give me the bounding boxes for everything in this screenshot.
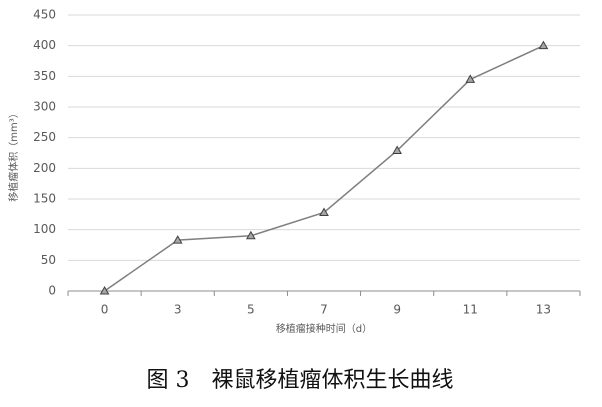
x-tick-label: 13 — [536, 303, 551, 317]
marker — [538, 40, 549, 50]
marker — [319, 207, 329, 216]
caption: 图 3 裸鼠移植瘤体积生长曲线 — [147, 368, 454, 393]
y-tick-label: 300 — [33, 100, 56, 114]
y-axis-label: 移植瘤体积（mm³） — [7, 108, 20, 202]
x-tick-label: 5 — [247, 303, 255, 317]
y-tick-label: 450 — [33, 8, 56, 22]
marker — [172, 235, 183, 244]
x-tick-label: 0 — [101, 303, 109, 317]
y-tick-label: 100 — [33, 222, 56, 236]
x-tick-label: 7 — [320, 303, 328, 317]
y-tick-label: 350 — [33, 69, 56, 83]
x-tick-label: 11 — [463, 303, 478, 317]
x-tick-label: 3 — [174, 303, 182, 317]
y-tick-label: 0 — [48, 284, 56, 298]
y-tick-label: 250 — [33, 130, 56, 144]
x-tick-label: 9 — [393, 303, 401, 317]
marker — [245, 230, 256, 240]
y-tick-label: 200 — [33, 161, 56, 175]
x-axis-label: 移植瘤接种时间（d） — [276, 322, 372, 335]
y-tick-label: 50 — [41, 253, 56, 267]
y-tick-label: 150 — [33, 192, 56, 206]
marker — [99, 285, 110, 295]
y-tick-label: 400 — [33, 38, 56, 52]
marker — [465, 74, 476, 83]
marker — [392, 145, 403, 155]
